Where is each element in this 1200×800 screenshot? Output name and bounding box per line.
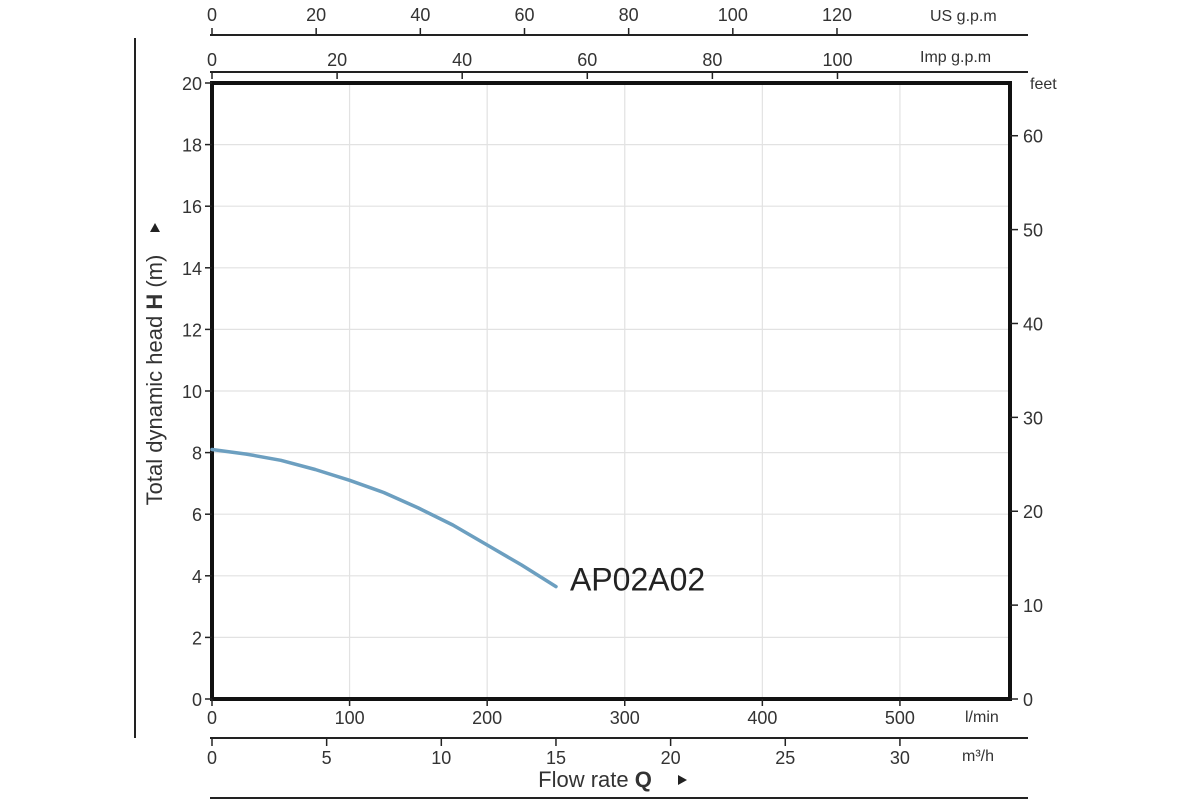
x-m3h-tick-label: 10 [431,748,451,768]
y-tick-label: 8 [192,444,202,464]
right-tick-label: 50 [1023,221,1043,241]
top-impgpm-tick-label: 0 [207,50,217,70]
x-m3h-tick-label: 5 [322,748,332,768]
x-lmin-tick-label: 400 [747,708,777,728]
x-m3h-tick-label: 30 [890,748,910,768]
x-lmin-tick-label: 100 [335,708,365,728]
top-impgpm-tick-label: 80 [702,50,722,70]
y-axis-label: Total dynamic head H (m) [142,255,167,506]
y-tick-label: 6 [192,505,202,525]
top-impgpm-tick-label: 60 [577,50,597,70]
y-axis-arrow-icon [150,223,160,232]
x-lmin-tick-label: 200 [472,708,502,728]
y-tick-label: 18 [182,136,202,156]
y-tick-label: 0 [192,690,202,710]
right-tick-label: 40 [1023,314,1043,334]
top-usgpm-tick-label: 20 [306,5,326,25]
top-usgpm-tick-label: 0 [207,5,217,25]
y-tick-label: 4 [192,567,202,587]
right-tick-label: 20 [1023,502,1043,522]
top-usgpm-tick-label: 80 [619,5,639,25]
y-tick-label: 2 [192,628,202,648]
x-m3h-tick-label: 25 [775,748,795,768]
top-impgpm-tick-label: 100 [822,50,852,70]
y-axis-label-unit: (m) [142,255,167,294]
top-impgpm-tick-label: 40 [452,50,472,70]
y-axis-label-text: Total dynamic head [142,310,167,506]
y-axis-label-symbol: H [142,294,167,310]
y-tick-label: 12 [182,320,202,340]
x-m3h-tick-label: 20 [661,748,681,768]
y-tick-label: 10 [182,382,202,402]
x-lmin-tick-label: 0 [207,708,217,728]
top-usgpm-unit: US g.p.m [930,8,997,25]
x-axis-arrow-icon [678,775,687,785]
x-axis-label-text: Flow rate [538,767,635,792]
x-axis-label: Flow rate Q [538,767,652,792]
x-axis-label-symbol: Q [635,767,652,792]
series: AP02A02 [210,447,705,598]
right-tick-label: 30 [1023,408,1043,428]
y-tick-label: 14 [182,259,202,279]
right-tick-label: 0 [1023,690,1033,710]
x-m3h-tick-label: 0 [207,748,217,768]
series-label-AP02A02: AP02A02 [570,562,705,598]
bottom-lmin-unit: l/min [965,709,999,726]
x-m3h-tick-label: 15 [546,748,566,768]
top-usgpm-tick-label: 40 [410,5,430,25]
grid [212,83,1010,699]
top-impgpm-tick-label: 20 [327,50,347,70]
x-lmin-tick-label: 500 [885,708,915,728]
x-lmin-tick-label: 300 [610,708,640,728]
top-usgpm-tick-label: 60 [514,5,534,25]
top-usgpm-tick-label: 100 [718,5,748,25]
right-tick-label: 60 [1023,127,1043,147]
series-line-AP02A02 [210,447,558,589]
top-impgpm-unit: Imp g.p.m [920,49,991,66]
right-axis-unit: feet [1030,76,1057,93]
right-tick-label: 10 [1023,596,1043,616]
top-usgpm-tick-label: 120 [822,5,852,25]
y-tick-label: 16 [182,197,202,217]
y-tick-label: 20 [182,74,202,94]
bottom-m3h-unit: m³/h [962,748,994,765]
